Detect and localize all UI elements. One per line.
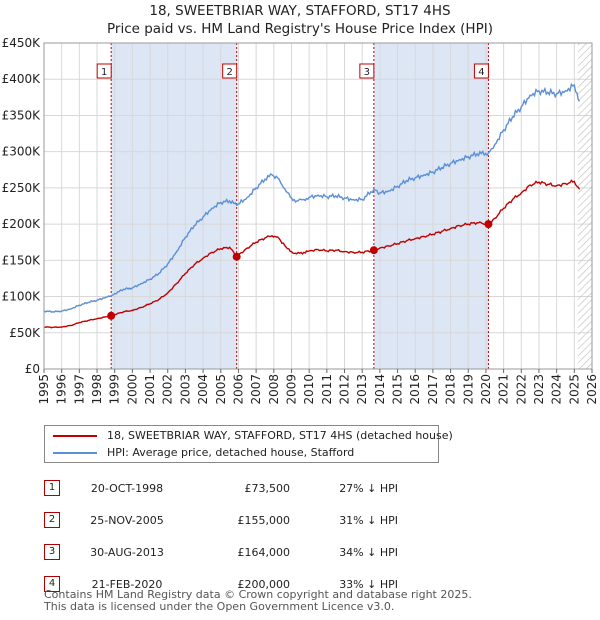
sale-label-1: 1	[96, 63, 112, 79]
x-tick-label: 1999	[108, 374, 122, 405]
x-tick-label: 1995	[37, 374, 51, 405]
y-tick-label: £300K	[2, 145, 42, 159]
sale-label-text: 2	[226, 67, 232, 78]
legend-swatch-property	[53, 435, 97, 437]
sale-hpi-diff: 27% ↓ HPI	[339, 481, 398, 495]
x-tick-label: 2005	[214, 374, 228, 405]
sale-number: 3	[44, 544, 60, 560]
y-tick-label: £350K	[2, 108, 42, 122]
plot-frame	[43, 42, 593, 370]
y-tick-label: £50K	[9, 326, 41, 340]
sale-date: 20-OCT-1998	[90, 481, 164, 495]
x-tick-label: 2009	[284, 374, 298, 405]
price-chart: 1 2 3 4 £0 £50K £100K £150K £200K £250K £300K £350…	[2, 36, 599, 405]
sale-label-box	[222, 63, 238, 79]
x-tick-label: 1997	[72, 374, 86, 405]
x-tick-label: 2001	[143, 374, 157, 405]
sale-label-2: 2	[222, 63, 238, 79]
chart-title-address: 18, SWEETBRIAR WAY, STAFFORD, ST17 4HS	[149, 3, 451, 19]
x-tick-label: 2018	[444, 374, 458, 405]
sale-point	[484, 220, 493, 229]
legend-swatch-hpi	[53, 452, 97, 454]
sale-hpi-diff: 33% ↓ HPI	[339, 577, 398, 591]
sale-label-text: 1	[101, 67, 107, 78]
sale-date: 30-AUG-2013	[90, 545, 164, 559]
sale-label-text: 4	[478, 67, 484, 78]
sale-period-band	[111, 43, 237, 369]
sale-hpi-diff: 31% ↓ HPI	[339, 513, 398, 527]
footer-copyright: Contains HM Land Registry data © Crown c…	[44, 588, 472, 601]
y-tick-label: £250K	[2, 181, 42, 195]
x-tick-label: 2003	[178, 374, 192, 405]
x-tick-label: 2020	[479, 374, 493, 405]
sales-table: 1 20-OCT-1998 £73,500 27% ↓ HPI 2 25-NOV-2005…	[44, 472, 398, 600]
sale-label-box	[359, 63, 375, 79]
sale-hpi-diff: 34% ↓ HPI	[339, 545, 398, 559]
sale-price: £200,000	[237, 577, 291, 591]
sale-price: £73,500	[244, 481, 291, 495]
sale-date: 25-NOV-2005	[90, 513, 164, 527]
legend: 18, SWEETBRIAR WAY, STAFFORD, ST17 4HS (…	[44, 425, 453, 463]
x-tick-label: 2004	[196, 374, 210, 405]
sale-row: 2 25-NOV-2005 £155,000 31% ↓ HPI	[44, 504, 398, 536]
x-tick-label: 2013	[355, 374, 369, 405]
sale-point	[369, 246, 378, 255]
sale-label-box	[473, 63, 489, 79]
chart-title-subtitle: Price paid vs. HM Land Registry's House …	[107, 21, 493, 37]
x-tick-label: 2006	[231, 374, 245, 405]
sale-label-box	[96, 63, 112, 79]
x-tick-label: 2024	[550, 374, 564, 405]
hpi-series-line	[43, 82, 581, 313]
x-tick-label: 2000	[125, 374, 139, 405]
sale-label-text: 3	[364, 67, 370, 78]
sale-date: 21-FEB-2020	[91, 577, 163, 591]
y-tick-label: £150K	[2, 253, 42, 267]
x-tick-label: 2015	[391, 374, 405, 405]
x-tick-label: 2019	[461, 374, 475, 405]
sale-row: 3 30-AUG-2013 £164,000 34% ↓ HPI	[44, 536, 398, 568]
forecast-hatch	[577, 43, 592, 369]
x-tick-label: 2023	[532, 374, 546, 405]
legend-label-property: 18, SWEETBRIAR WAY, STAFFORD, ST17 4HS (…	[107, 429, 453, 442]
sale-price: £164,000	[237, 545, 291, 559]
x-tick-label: 2011	[320, 374, 334, 405]
sale-number: 1	[44, 480, 60, 496]
sale-row: 4 21-FEB-2020 £200,000 33% ↓ HPI	[44, 568, 398, 600]
footer: Contains HM Land Registry data © Crown c…	[44, 589, 472, 613]
y-tick-label: £450K	[2, 36, 42, 50]
y-tick-label: £200K	[2, 217, 42, 231]
sale-row: 1 20-OCT-1998 £73,500 27% ↓ HPI	[44, 472, 398, 504]
sale-point	[107, 311, 116, 320]
sale-number: 4	[44, 576, 60, 592]
sale-label-3: 3	[359, 63, 375, 79]
footer-licence: This data is licensed under the Open Gov…	[44, 600, 395, 613]
x-tick-label: 2016	[408, 374, 422, 405]
x-tick-label: 2012	[338, 374, 352, 405]
x-tick-label: 2008	[267, 374, 281, 405]
x-tick-label: 2026	[585, 374, 599, 405]
x-tick-label: 2021	[497, 374, 511, 405]
y-tick-label: £0	[25, 362, 40, 376]
x-tick-label: 2014	[373, 374, 387, 405]
x-tick-label: 2007	[249, 374, 263, 405]
y-tick-label: £400K	[2, 72, 42, 86]
x-tick-label: 2002	[161, 374, 175, 405]
x-tick-label: 2025	[567, 374, 581, 405]
sale-number: 2	[44, 512, 60, 528]
sale-price: £155,000	[237, 513, 291, 527]
x-tick-label: 2010	[302, 374, 316, 405]
sale-point	[232, 252, 241, 261]
x-tick-label: 2017	[426, 374, 440, 405]
legend-label-hpi: HPI: Average price, detached house, Staf…	[107, 446, 355, 459]
x-tick-label: 1998	[90, 374, 104, 405]
y-tick-label: £100K	[2, 290, 42, 304]
x-tick-label: 2022	[514, 374, 528, 405]
sale-label-4: 4	[473, 63, 489, 79]
sale-period-band	[373, 43, 489, 369]
x-tick-label: 1996	[55, 374, 69, 405]
